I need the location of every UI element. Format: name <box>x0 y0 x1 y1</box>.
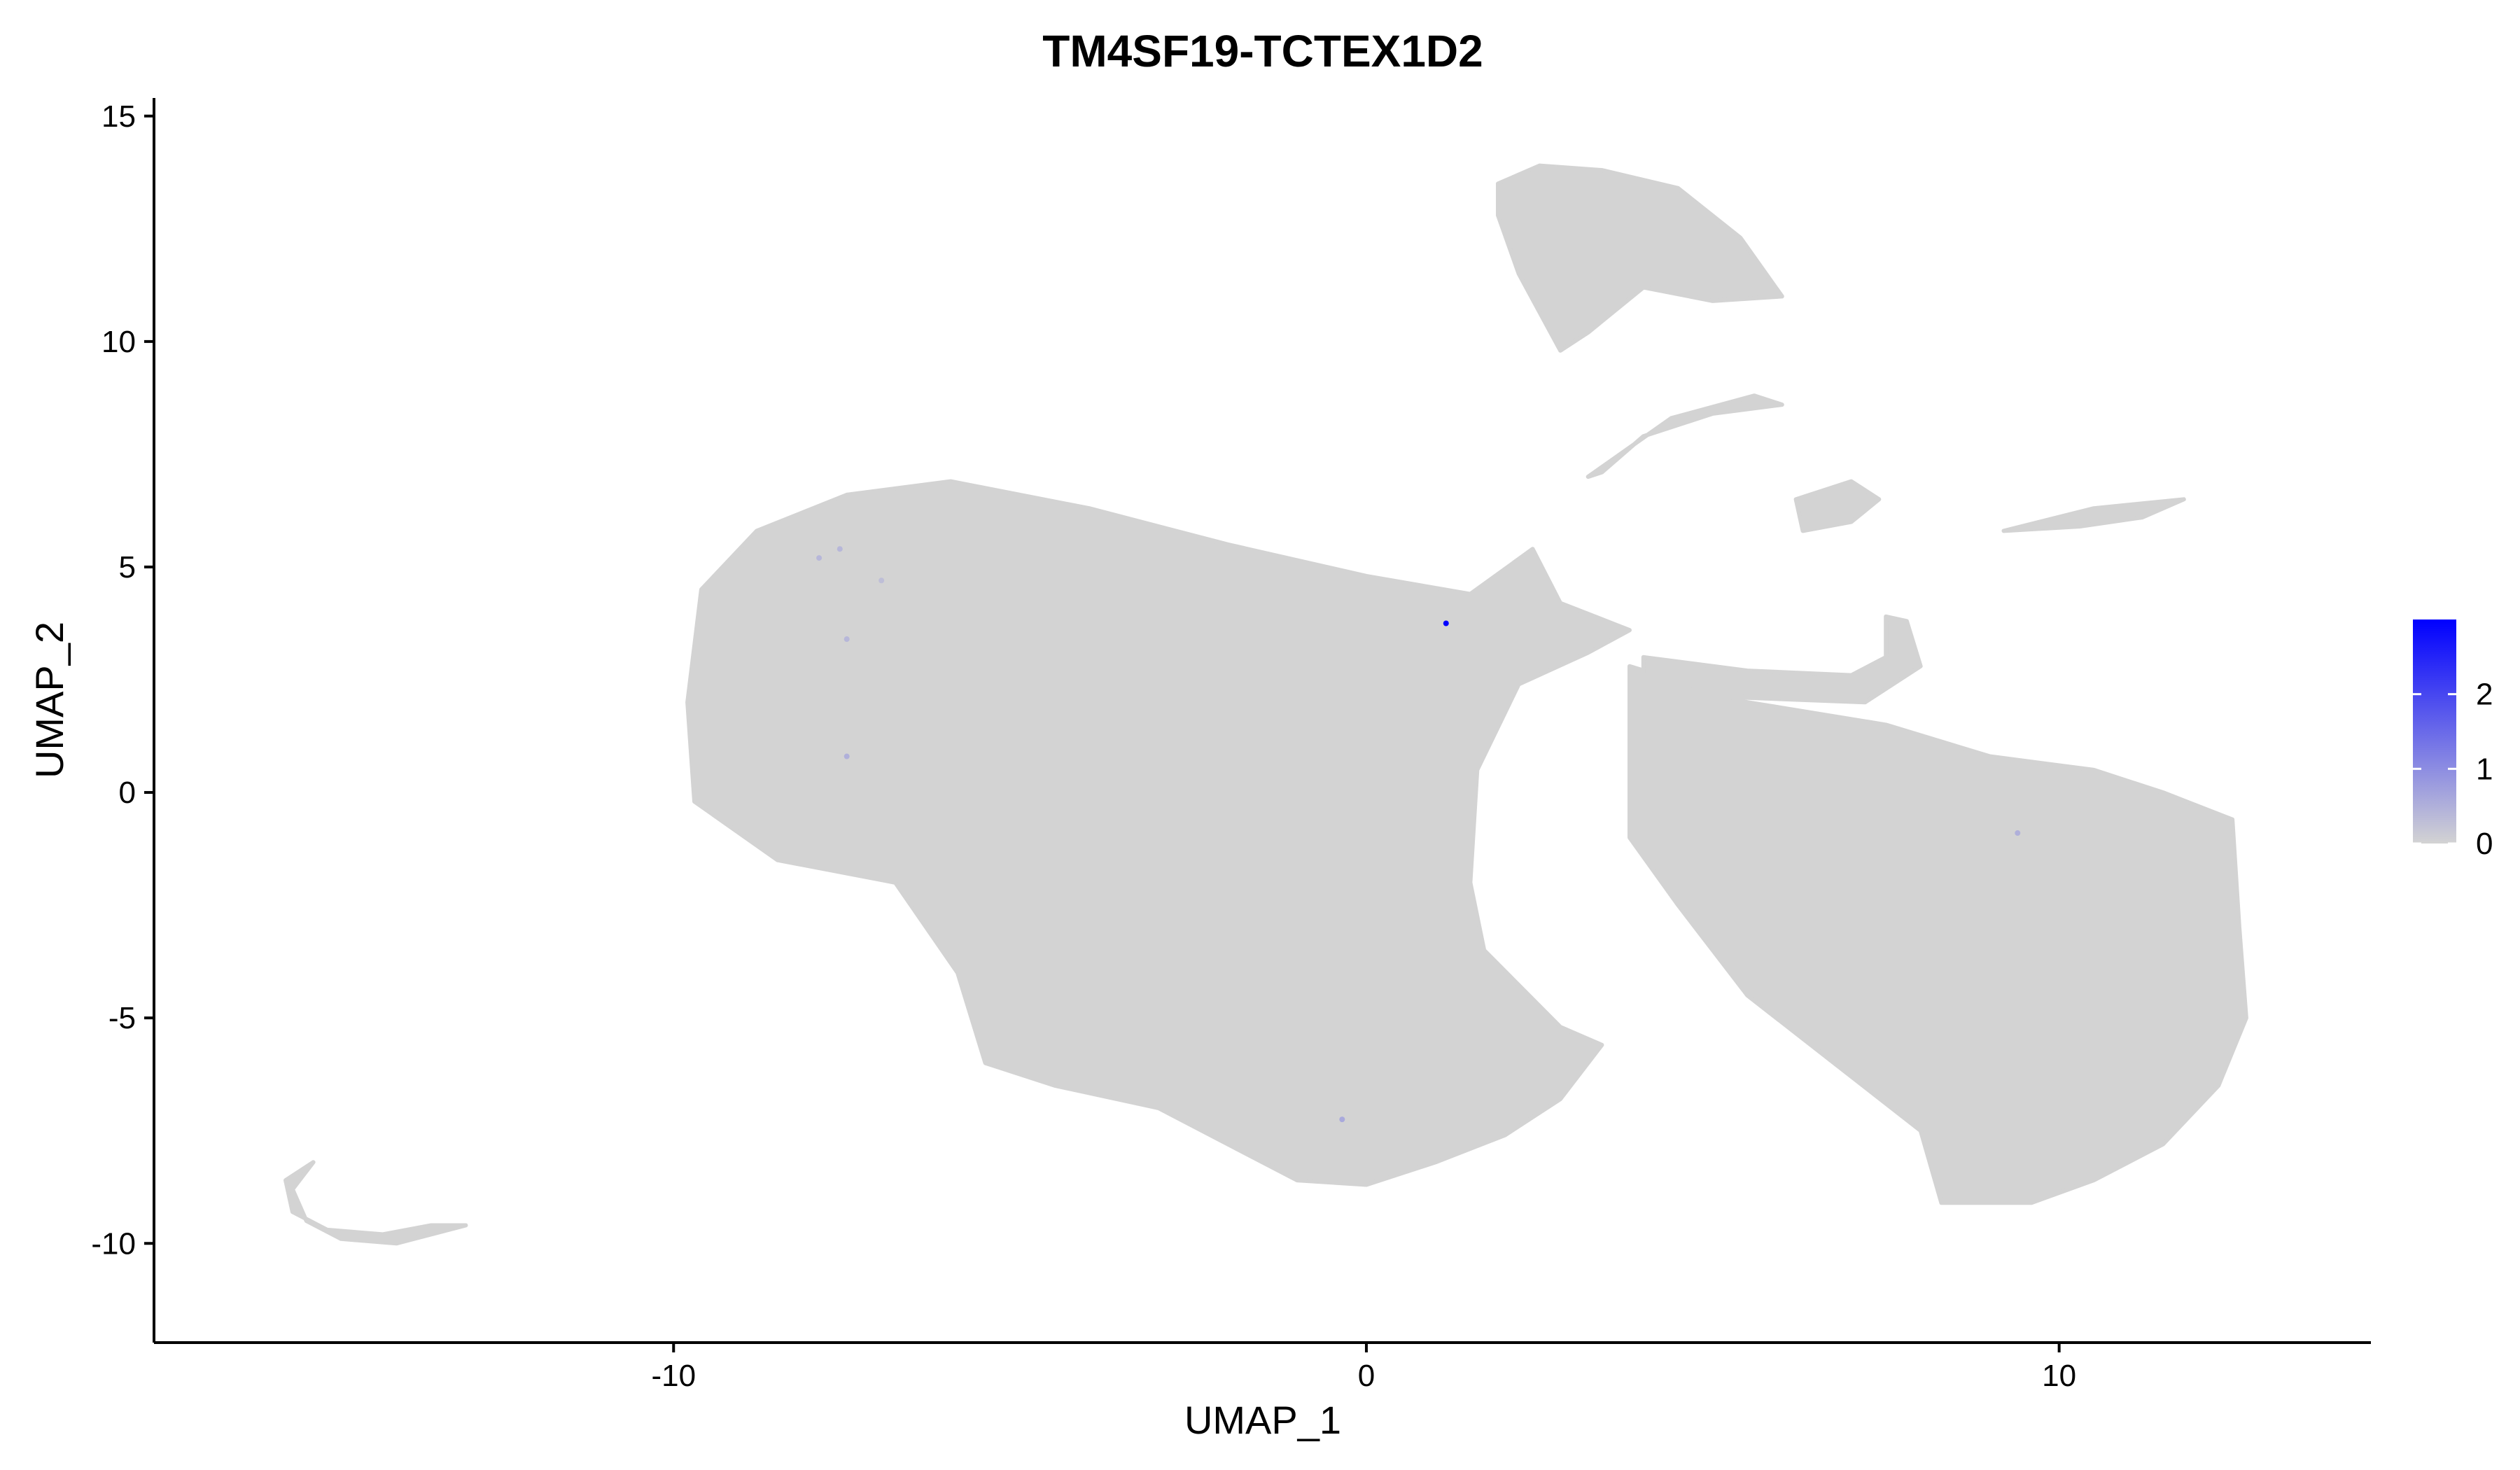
cluster-right-lobe <box>1628 664 2248 1205</box>
expressing-cell-0 <box>1443 620 1449 626</box>
expressing-cell-1 <box>816 555 822 561</box>
cluster-right-thin-strand <box>2001 497 2186 533</box>
cluster-left-curved-strand <box>284 1160 468 1246</box>
colorbar-tick-label: 2 <box>2476 678 2493 712</box>
colorbar-tick-label: 0 <box>2476 827 2493 861</box>
y-tick-label: 10 <box>102 325 136 359</box>
x-tick-label: -10 <box>651 1359 696 1393</box>
expressing-cell-6 <box>1339 1116 1345 1123</box>
cell-clusters <box>284 163 2248 1246</box>
y-tick-label: 0 <box>119 776 136 810</box>
expressing-cell-4 <box>844 636 850 643</box>
y-axis-ticks: -10 -5 0 5 10 15 <box>91 99 154 1261</box>
x-axis-ticks: -10 0 10 <box>651 1343 2076 1393</box>
chart-title: TM4SF19-TCTEX1D2 <box>1042 26 1483 76</box>
y-tick-label: -5 <box>108 1001 136 1035</box>
cluster-curved-arm <box>1641 614 1923 705</box>
cluster-left-lobe <box>685 479 1632 1187</box>
expressing-cells <box>816 546 2021 1123</box>
y-tick-label: 5 <box>119 550 136 584</box>
expressing-cell-2 <box>836 546 843 552</box>
color-legend: 0 1 2 <box>2413 620 2493 861</box>
x-axis-label: UMAP_1 <box>1184 1398 1341 1442</box>
y-tick-label: -10 <box>91 1226 136 1261</box>
cluster-upper-strand <box>1586 393 1784 479</box>
cluster-top-arm <box>1496 163 1784 353</box>
expressing-cell-5 <box>844 753 850 760</box>
expressing-cell-7 <box>2015 830 2021 836</box>
cluster-middle-blob <box>1793 479 1882 533</box>
y-axis-label: UMAP_2 <box>27 622 71 778</box>
colorbar <box>2413 620 2456 844</box>
colorbar-tick-label: 1 <box>2476 752 2493 786</box>
x-tick-label: 10 <box>2042 1359 2076 1393</box>
x-tick-label: 0 <box>1358 1359 1375 1393</box>
y-tick-label: 15 <box>102 99 136 134</box>
expressing-cell-3 <box>878 578 885 584</box>
colorbar-ticks: 0 1 2 <box>2413 678 2493 861</box>
